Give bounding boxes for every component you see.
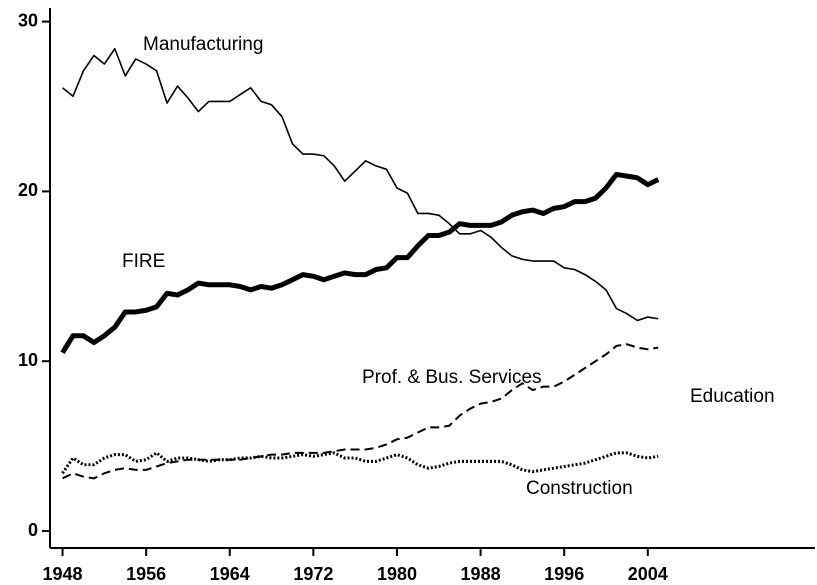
y-tick-label: 20 xyxy=(18,180,38,200)
y-tick-label: 30 xyxy=(18,10,38,30)
line-series xyxy=(62,343,659,480)
x-tick-label: 1956 xyxy=(126,564,166,584)
line-series xyxy=(61,451,659,475)
x-tick-label: 1972 xyxy=(293,564,333,584)
x-tick-label: 1988 xyxy=(461,564,501,584)
x-tick-label: 2004 xyxy=(628,564,668,584)
series-label: Prof. & Bus. Services xyxy=(362,367,542,388)
x-tick-label: 1980 xyxy=(377,564,417,584)
line-series xyxy=(62,47,659,322)
y-tick-label: 10 xyxy=(18,350,38,370)
series-label: Construction xyxy=(526,478,633,499)
x-tick-label: 1964 xyxy=(210,564,250,584)
series-label: FIRE xyxy=(122,251,165,272)
y-tick-label: 0 xyxy=(28,520,38,540)
x-tick-label: 1996 xyxy=(544,564,584,584)
x-tick-label: 1948 xyxy=(43,564,83,584)
line-series xyxy=(60,171,660,355)
series-label: Manufacturing xyxy=(143,34,263,55)
annotation: Education xyxy=(690,386,775,407)
